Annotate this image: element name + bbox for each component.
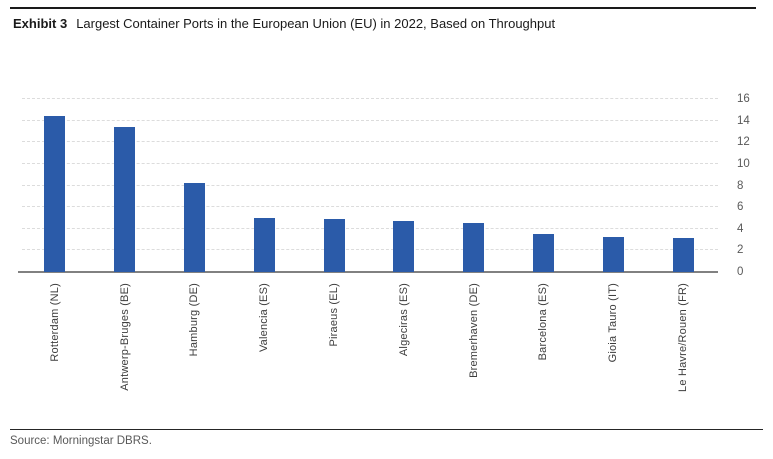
y-tick-label: 0: [737, 266, 744, 278]
x-label-slot: Valencia (ES): [229, 283, 299, 423]
y-tick-label: 8: [737, 179, 744, 192]
gridline: [22, 206, 718, 208]
gridline: [22, 162, 718, 164]
x-category-label: Piraeus (EL): [328, 283, 341, 347]
bars-row: [20, 99, 718, 272]
x-label-slot: Le Havre/Rouen (FR): [648, 283, 718, 423]
x-label-slot: Hamburg (DE): [160, 283, 230, 423]
bar-slot: [229, 99, 299, 272]
y-tick-label: 4: [737, 222, 744, 235]
bottom-rule: [10, 429, 763, 430]
gridline: [22, 141, 718, 143]
gridline: [22, 98, 718, 99]
bar-Algeciras (ES): [393, 221, 415, 272]
chart-header: Exhibit 3 Largest Container Ports in the …: [13, 15, 753, 32]
bar-slot: [90, 99, 160, 272]
bar-chart: 0 2 4 6 8 10 12 14 16 Rotterdam (NL) Antwerp-Brug…: [18, 93, 750, 423]
y-tick-label: 10: [737, 157, 750, 170]
x-label-slot: Algeciras (ES): [369, 283, 439, 423]
plot-area: [18, 98, 718, 273]
x-label-slot: Bremerhaven (DE): [439, 283, 509, 423]
x-label-slot: Rotterdam (NL): [20, 283, 90, 423]
bar-slot: [299, 99, 369, 272]
bar-Rotterdam (NL): [44, 116, 66, 272]
bar-slot: [369, 99, 439, 272]
x-axis-labels: Rotterdam (NL) Antwerp-Bruges (BE) Hamburg…: [20, 283, 718, 423]
chart-title: Largest Container Ports in the European …: [76, 16, 556, 31]
x-category-label: Rotterdam (NL): [48, 283, 61, 362]
bar-slot: [20, 99, 90, 272]
y-tick-label: 2: [737, 244, 744, 257]
y-tick-label: 12: [737, 136, 750, 149]
x-category-label: Barcelona (ES): [537, 283, 550, 361]
bar-Valencia (ES): [253, 217, 275, 272]
bar-slot: [160, 99, 230, 272]
x-category-label: Algeciras (ES): [397, 283, 410, 357]
x-category-label: Bremerhaven (DE): [467, 283, 480, 378]
gridline: [22, 249, 718, 251]
x-category-label: Valencia (ES): [258, 283, 271, 353]
x-category-label: Hamburg (DE): [188, 283, 201, 357]
y-tick-label: 6: [737, 201, 744, 214]
top-rule: [10, 7, 756, 9]
exhibit-label: Exhibit 3: [13, 16, 68, 31]
bar-Hamburg (DE): [183, 183, 205, 272]
x-category-label: Le Havre/Rouen (FR): [677, 283, 690, 392]
bar-Piraeus (EL): [323, 219, 345, 272]
x-label-slot: Piraeus (EL): [299, 283, 369, 423]
source-note: Source: Morningstar DBRS.: [10, 435, 152, 447]
y-tick-label: 14: [737, 114, 750, 127]
gridline: [22, 119, 718, 121]
bar-Barcelona (ES): [532, 234, 554, 272]
bar-slot: [439, 99, 509, 272]
x-label-slot: Barcelona (ES): [509, 283, 579, 423]
bar-slot: [509, 99, 579, 272]
x-axis-line: [18, 271, 718, 273]
x-label-slot: Antwerp-Bruges (BE): [90, 283, 160, 423]
bar-Le Havre/Rouen (FR): [672, 238, 694, 272]
x-category-label: Antwerp-Bruges (BE): [118, 283, 131, 391]
bar-Bremerhaven (DE): [463, 223, 485, 272]
y-tick-label: 16: [737, 93, 750, 105]
bar-Antwerp-Bruges (BE): [114, 127, 136, 272]
gridline: [22, 184, 718, 186]
x-category-label: Gioia Tauro (IT): [607, 283, 620, 363]
bar-Gioia Tauro (IT): [602, 237, 624, 272]
gridline: [22, 227, 718, 229]
bar-slot: [578, 99, 648, 272]
x-label-slot: Gioia Tauro (IT): [578, 283, 648, 423]
bar-slot: [648, 99, 718, 272]
